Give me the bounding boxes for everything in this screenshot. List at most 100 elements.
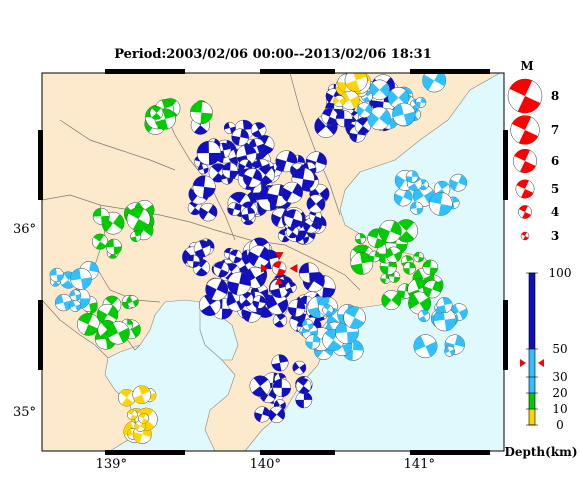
- event-beachball: [198, 202, 218, 222]
- magnitude-legend-title: M: [520, 59, 533, 73]
- event-beachball: [335, 110, 353, 128]
- depth-tick-label: 20: [552, 386, 567, 400]
- event-beachball: [292, 360, 307, 375]
- event-beachball: [423, 280, 442, 299]
- event-beachball: [354, 233, 366, 245]
- event-beachball: [287, 299, 306, 317]
- frame-bar-left: [38, 300, 43, 370]
- event-beachball: [344, 73, 368, 92]
- event-beachball: [283, 209, 303, 229]
- event-beachball: [436, 297, 453, 314]
- event-beachball: [268, 406, 286, 423]
- event-beachball: [343, 306, 366, 329]
- main-event-pointer: [274, 276, 284, 285]
- event-beachball: [385, 246, 402, 263]
- event-beachball: [227, 202, 241, 216]
- event-beachball: [266, 293, 289, 315]
- event-beachball: [295, 391, 313, 409]
- event-beachball: [222, 162, 239, 179]
- magnitude-legend-ball: [515, 179, 535, 199]
- event-beachball: [238, 291, 254, 307]
- event-beachball: [415, 96, 427, 108]
- event-beachball: [193, 240, 211, 258]
- event-beachball: [321, 108, 338, 126]
- frame-bar-bottom: [410, 450, 490, 455]
- event-beachball: [271, 354, 289, 372]
- event-beachball: [96, 303, 119, 326]
- focal-mechanism-events: [49, 73, 468, 444]
- event-beachball: [254, 406, 271, 423]
- frame-bar-top: [260, 69, 335, 74]
- magnitude-legend-label: 8: [551, 89, 559, 103]
- event-beachball: [213, 261, 230, 278]
- event-beachball: [378, 219, 402, 243]
- axis-labels: 139° 140° 141° 36° 35°: [13, 222, 435, 472]
- event-beachball: [356, 102, 373, 118]
- event-beachball: [422, 73, 447, 93]
- map-title: Period:2003/02/06 00:00--2013/02/06 18:3…: [114, 47, 432, 62]
- event-beachball: [189, 101, 213, 125]
- event-beachball: [393, 187, 413, 207]
- event-beachball: [69, 289, 82, 302]
- magnitude-legend-label: 3: [551, 229, 559, 243]
- x-tick-label: 140°: [250, 457, 281, 472]
- event-beachball: [223, 121, 236, 134]
- event-beachball: [368, 250, 381, 263]
- event-beachball: [354, 117, 372, 135]
- depth-tick-label: 100: [549, 266, 572, 280]
- event-beachball: [91, 233, 109, 250]
- event-beachball: [380, 273, 391, 284]
- event-beachball: [126, 295, 139, 308]
- event-beachball: [105, 238, 122, 255]
- event-beachball: [149, 106, 164, 120]
- frame-bar-left: [38, 130, 43, 200]
- event-beachball: [249, 375, 271, 397]
- event-beachball: [118, 388, 136, 407]
- event-beachball: [350, 252, 374, 275]
- event-beachball: [433, 308, 457, 332]
- magnitude-legend-label: 4: [551, 205, 559, 219]
- frame-bar-right: [503, 130, 508, 200]
- depth-band: [529, 377, 535, 393]
- event-beachball: [392, 102, 416, 127]
- depth-tick-label: 10: [552, 402, 567, 416]
- event-beachball: [369, 79, 390, 101]
- frame-bar-top: [105, 69, 185, 74]
- depth-marker-left: [520, 359, 526, 367]
- event-beachball: [227, 271, 251, 296]
- event-beachball: [333, 95, 346, 108]
- event-beachball: [70, 268, 92, 290]
- main-event-beachball: [271, 261, 287, 276]
- event-beachball: [405, 170, 419, 183]
- event-beachball: [198, 163, 209, 175]
- frame-bar-bottom: [105, 450, 185, 455]
- magnitude-legend-label: 6: [551, 154, 559, 168]
- x-tick-label: 139°: [96, 457, 127, 472]
- event-beachball: [367, 106, 391, 131]
- event-beachball: [132, 385, 152, 405]
- event-beachball: [49, 267, 64, 283]
- magnitude-legend-ball: [512, 148, 538, 174]
- magnitude-legend-ball: [510, 115, 540, 145]
- event-beachball: [69, 300, 82, 312]
- event-beachball: [295, 378, 312, 394]
- frame-bar-top: [410, 69, 490, 74]
- event-beachball: [192, 175, 216, 199]
- event-beachball: [444, 345, 456, 357]
- event-beachball: [272, 313, 288, 328]
- event-beachball: [250, 122, 267, 138]
- event-beachball: [54, 293, 73, 312]
- event-beachball: [298, 262, 320, 283]
- event-beachball: [272, 378, 291, 398]
- event-beachball: [126, 207, 151, 231]
- event-beachball: [413, 251, 425, 263]
- event-beachball: [306, 194, 326, 214]
- event-beachball: [403, 261, 416, 275]
- magnitude-legend: M 8 7 6 5 4 3: [507, 59, 559, 243]
- event-beachball: [252, 295, 266, 309]
- main-event-pointer: [274, 252, 284, 260]
- depth-tick-label: 0: [556, 418, 564, 432]
- event-beachball: [130, 231, 142, 242]
- magnitude-legend-label: 7: [551, 123, 559, 137]
